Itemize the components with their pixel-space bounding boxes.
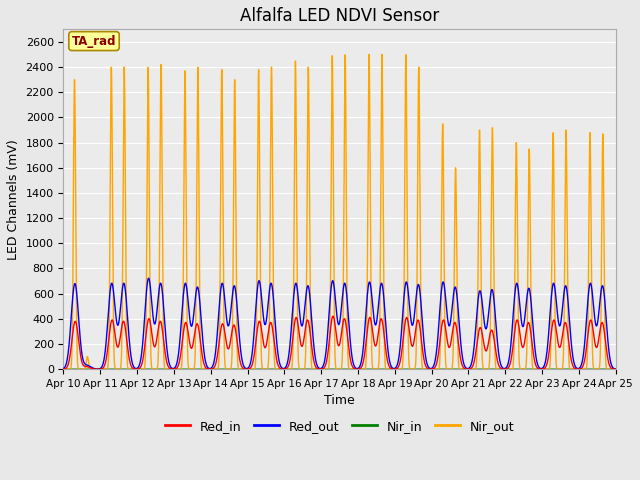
X-axis label: Time: Time <box>324 395 355 408</box>
Text: TA_rad: TA_rad <box>72 35 116 48</box>
Legend: Red_in, Red_out, Nir_in, Nir_out: Red_in, Red_out, Nir_in, Nir_out <box>159 415 520 438</box>
Y-axis label: LED Channels (mV): LED Channels (mV) <box>7 139 20 260</box>
Title: Alfalfa LED NDVI Sensor: Alfalfa LED NDVI Sensor <box>240 7 439 25</box>
